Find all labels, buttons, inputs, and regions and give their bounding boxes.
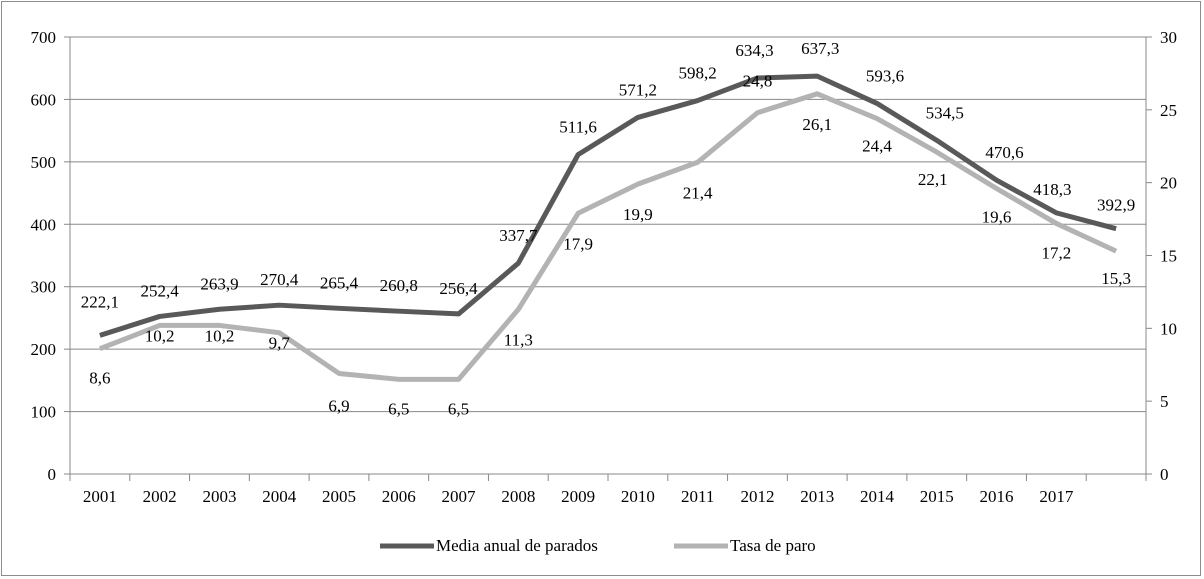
x-axis-tick-label: 2015: [920, 487, 954, 506]
x-axis-tick-label: 2007: [442, 487, 477, 506]
data-label: 337,7: [499, 226, 538, 245]
data-label: 17,2: [1041, 243, 1071, 262]
x-axis-tick-label: 2006: [382, 487, 416, 506]
left-axis-tick-label: 400: [31, 215, 57, 234]
series-lines: [98, 73, 1118, 382]
data-label: 21,4: [683, 183, 713, 202]
left-axis-tick-label: 100: [31, 403, 57, 422]
data-label: 6,5: [388, 399, 409, 418]
data-label: 11,3: [504, 330, 533, 349]
series-line-tasa-de-paro: [98, 91, 1118, 382]
data-label: 24,8: [743, 72, 773, 91]
data-label: 22,1: [918, 170, 948, 189]
x-axis-tick-label: 2011: [681, 487, 714, 506]
legend: Media anual de parados Tasa de paro: [380, 536, 816, 555]
left-axis-tick-label: 600: [31, 90, 57, 109]
gridlines: [70, 36, 1146, 413]
data-label: 19,9: [623, 205, 653, 224]
data-label: 392,9: [1097, 196, 1135, 215]
x-axis-tick-label: 2002: [143, 487, 177, 506]
data-label: 256,4: [439, 279, 478, 298]
x-axis-tick-label: 2004: [262, 487, 297, 506]
data-label: 15,3: [1101, 269, 1131, 288]
data-label: 26,1: [802, 115, 832, 134]
data-label: 534,5: [926, 103, 964, 122]
x-axis-tick-label: 2012: [740, 487, 774, 506]
data-label: 19,6: [982, 207, 1012, 226]
data-label: 24,4: [862, 137, 892, 156]
x-axis-tick-label: 2009: [561, 487, 595, 506]
x-axis-tick-label: 2014: [860, 487, 895, 506]
data-label: 10,2: [205, 326, 235, 345]
right-axis-tick-label: 30: [1160, 28, 1177, 47]
data-label: 598,2: [679, 64, 717, 83]
data-label: 222,1: [81, 292, 119, 311]
data-label: 571,2: [619, 80, 657, 99]
data-label: 9,7: [269, 334, 291, 353]
x-axis-tick-label: 2003: [202, 487, 236, 506]
data-label: 634,3: [735, 41, 773, 60]
x-axis-tick-label: 2017: [1039, 487, 1074, 506]
left-axis-tick-label: 700: [31, 28, 57, 47]
x-axis-tick-label: 2016: [980, 487, 1014, 506]
series-line-media-anual: [99, 73, 1117, 338]
x-axis-tick-label: 2005: [322, 487, 356, 506]
right-axis-tick-label: 5: [1160, 392, 1169, 411]
data-label: 8,6: [89, 369, 110, 388]
left-axis-tick-label: 200: [31, 340, 57, 359]
right-axis-tick-label: 25: [1160, 101, 1177, 120]
x-axis-tick-label: 2010: [621, 487, 655, 506]
data-label: 252,4: [141, 281, 180, 300]
x-axis-tick-label: 2001: [83, 487, 117, 506]
right-axis-tick-label: 10: [1160, 319, 1177, 338]
legend-label: Media anual de parados: [436, 536, 598, 555]
data-label: 263,9: [200, 274, 238, 293]
data-label: 17,9: [563, 234, 593, 253]
data-labels: 222,1 252,4 263,9 270,4 265,4 260,8 256,4 337,7…: [81, 39, 1135, 418]
left-axis-tick-label: 500: [31, 153, 57, 172]
data-label: 418,3: [1033, 180, 1071, 199]
data-label: 260,8: [380, 276, 418, 295]
data-label: 270,4: [260, 270, 299, 289]
right-axis-tick-label: 15: [1160, 247, 1177, 266]
data-label: 10,2: [145, 326, 175, 345]
data-label: 593,6: [866, 66, 904, 85]
data-label: 265,4: [320, 273, 359, 292]
axes: 0 100 200 300 400 500 600 700 0 5 10 15 20 25 30 2001 20…: [31, 28, 1178, 506]
right-axis-tick-label: 0: [1160, 465, 1169, 484]
left-axis-tick-label: 0: [48, 465, 57, 484]
right-axis-tick-label: 20: [1160, 174, 1177, 193]
legend-label: Tasa de paro: [730, 536, 816, 555]
data-label: 637,3: [801, 39, 839, 58]
data-label: 470,6: [985, 143, 1023, 162]
data-label: 6,5: [448, 399, 469, 418]
x-axis-tick-label: 2008: [501, 487, 535, 506]
x-axis-tick-label: 2013: [800, 487, 834, 506]
left-axis-tick-label: 300: [31, 278, 57, 297]
data-label: 511,6: [559, 118, 597, 137]
data-label: 6,9: [328, 396, 349, 415]
